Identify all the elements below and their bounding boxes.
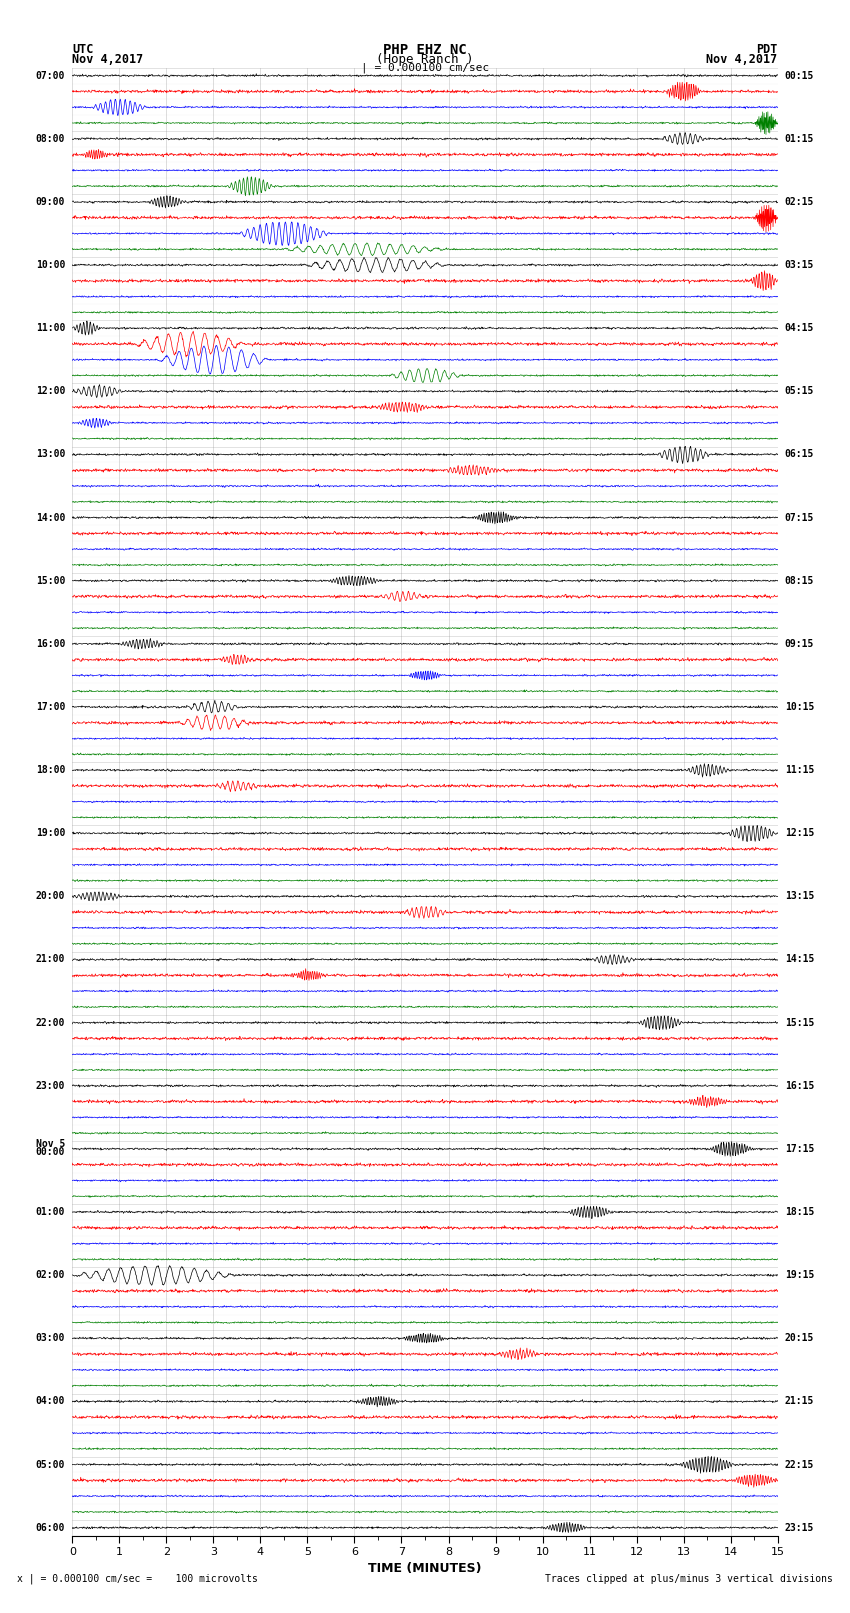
Text: 23:00: 23:00	[36, 1081, 65, 1090]
Text: PDT: PDT	[756, 44, 778, 56]
Text: 06:15: 06:15	[785, 450, 814, 460]
Text: 07:00: 07:00	[36, 71, 65, 81]
Text: 18:15: 18:15	[785, 1207, 814, 1218]
Text: Traces clipped at plus/minus 3 vertical divisions: Traces clipped at plus/minus 3 vertical …	[545, 1574, 833, 1584]
Text: 21:00: 21:00	[36, 955, 65, 965]
Text: 22:15: 22:15	[785, 1460, 814, 1469]
Text: 02:15: 02:15	[785, 197, 814, 206]
Text: 04:00: 04:00	[36, 1397, 65, 1407]
Text: 08:00: 08:00	[36, 134, 65, 144]
X-axis label: TIME (MINUTES): TIME (MINUTES)	[368, 1561, 482, 1574]
Text: 01:15: 01:15	[785, 134, 814, 144]
Text: 19:00: 19:00	[36, 827, 65, 839]
Text: 16:15: 16:15	[785, 1081, 814, 1090]
Text: 14:00: 14:00	[36, 513, 65, 523]
Text: 09:00: 09:00	[36, 197, 65, 206]
Text: 13:00: 13:00	[36, 450, 65, 460]
Text: 07:15: 07:15	[785, 513, 814, 523]
Text: UTC: UTC	[72, 44, 94, 56]
Text: 20:15: 20:15	[785, 1334, 814, 1344]
Text: 15:15: 15:15	[785, 1018, 814, 1027]
Text: 12:15: 12:15	[785, 827, 814, 839]
Text: 16:00: 16:00	[36, 639, 65, 648]
Text: 12:00: 12:00	[36, 386, 65, 397]
Text: 10:15: 10:15	[785, 702, 814, 711]
Text: 11:15: 11:15	[785, 765, 814, 776]
Text: 11:00: 11:00	[36, 323, 65, 334]
Text: 08:15: 08:15	[785, 576, 814, 586]
Text: 01:00: 01:00	[36, 1207, 65, 1218]
Text: 00:00: 00:00	[36, 1147, 65, 1157]
Text: 03:00: 03:00	[36, 1334, 65, 1344]
Text: 00:15: 00:15	[785, 71, 814, 81]
Text: 03:15: 03:15	[785, 260, 814, 269]
Text: x | = 0.000100 cm/sec =    100 microvolts: x | = 0.000100 cm/sec = 100 microvolts	[17, 1573, 258, 1584]
Text: 13:15: 13:15	[785, 892, 814, 902]
Text: 09:15: 09:15	[785, 639, 814, 648]
Text: 17:00: 17:00	[36, 702, 65, 711]
Text: 05:15: 05:15	[785, 386, 814, 397]
Text: 19:15: 19:15	[785, 1269, 814, 1281]
Text: 21:15: 21:15	[785, 1397, 814, 1407]
Text: PHP EHZ NC: PHP EHZ NC	[383, 44, 467, 56]
Text: Nov 4,2017: Nov 4,2017	[72, 53, 144, 66]
Text: (Hope Ranch ): (Hope Ranch )	[377, 53, 473, 66]
Text: 23:15: 23:15	[785, 1523, 814, 1532]
Text: 17:15: 17:15	[785, 1144, 814, 1153]
Text: | = 0.000100 cm/sec: | = 0.000100 cm/sec	[361, 63, 489, 74]
Text: 20:00: 20:00	[36, 892, 65, 902]
Text: Nov 4,2017: Nov 4,2017	[706, 53, 778, 66]
Text: 22:00: 22:00	[36, 1018, 65, 1027]
Text: 10:00: 10:00	[36, 260, 65, 269]
Text: Nov 5: Nov 5	[36, 1139, 65, 1148]
Text: 02:00: 02:00	[36, 1269, 65, 1281]
Text: 05:00: 05:00	[36, 1460, 65, 1469]
Text: 06:00: 06:00	[36, 1523, 65, 1532]
Text: 04:15: 04:15	[785, 323, 814, 334]
Text: 14:15: 14:15	[785, 955, 814, 965]
Text: 15:00: 15:00	[36, 576, 65, 586]
Text: 18:00: 18:00	[36, 765, 65, 776]
